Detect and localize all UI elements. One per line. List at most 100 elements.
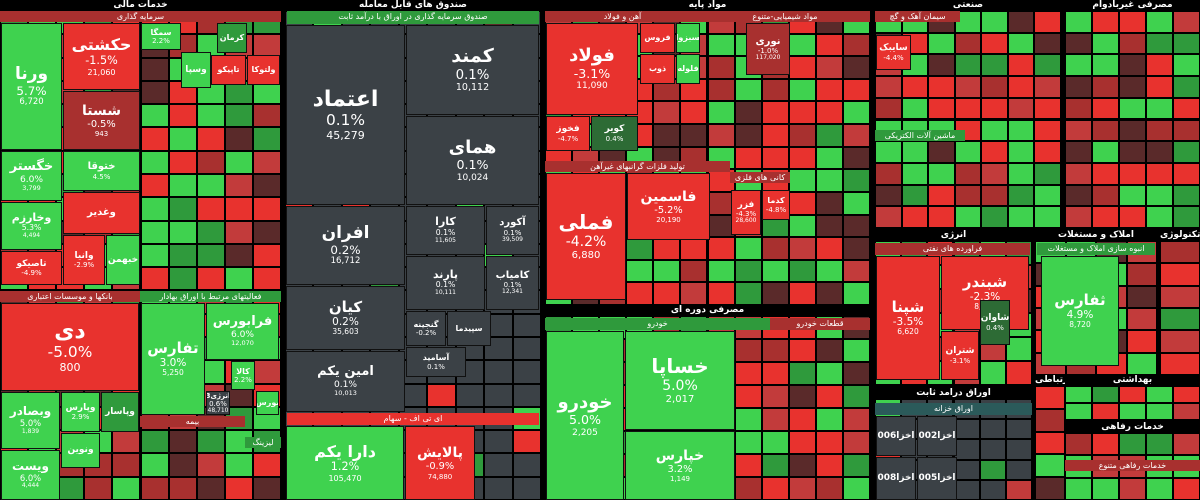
- filler-cell: [815, 259, 843, 283]
- filler-cell: [979, 361, 1006, 385]
- filler-cell: [168, 220, 197, 244]
- stock-volume: 2,017: [665, 394, 695, 406]
- stock-volume: 6,720: [19, 97, 44, 108]
- filler-cell: [815, 33, 843, 57]
- stock-tile: ورنا 5.7% 6,720: [1, 23, 62, 150]
- stock-tile: کویر 0.4%: [591, 116, 638, 151]
- filler-cell: [224, 104, 253, 128]
- stock-volume: 21,060: [87, 67, 116, 77]
- stock-volume: 16,712: [330, 256, 361, 267]
- filler-cell: [512, 430, 541, 454]
- filler-cell: [1119, 184, 1146, 207]
- stock-name: کامیاب: [495, 269, 530, 281]
- stock-name: اخزا002: [918, 430, 956, 441]
- filler-cell: [761, 339, 789, 362]
- filler-cell: [1065, 76, 1092, 98]
- stock-name: اعتماد: [312, 87, 379, 113]
- filler-cell: [1034, 97, 1061, 120]
- filler-cell: [815, 191, 843, 215]
- filler-cell: [788, 339, 816, 362]
- stock-volume: 5,250: [162, 368, 184, 378]
- stock-tile: بورس: [256, 391, 279, 415]
- filler-cell: [788, 282, 816, 305]
- filler-cell: [1007, 32, 1035, 55]
- stock-name: خبهمن: [107, 254, 139, 265]
- sector-title: اوراق درآمد ثابت: [875, 388, 1032, 399]
- filler-cell: [842, 339, 870, 362]
- stock-tile: فسبزوار: [676, 23, 700, 53]
- filler-cell: [224, 197, 253, 221]
- filler-cell: [1092, 433, 1119, 456]
- stock-tile: سمگا 2.2%: [141, 23, 181, 50]
- group-title: فراورده های نفتی: [875, 243, 1030, 255]
- filler-cell: [1173, 403, 1200, 420]
- filler-cell: [1065, 32, 1092, 55]
- filler-cell: [981, 184, 1008, 207]
- stock-name: دی: [54, 319, 86, 345]
- group-title: سرمایه گذاری: [0, 11, 281, 22]
- filler-cell: [168, 127, 197, 151]
- stock-name: انرژی3: [206, 391, 230, 400]
- stock-tile: ثفارس 4.9% 8,720: [1041, 256, 1119, 366]
- stock-tile: کدما -4.8%: [762, 190, 790, 220]
- filler-cell: [680, 282, 708, 305]
- filler-cell: [84, 476, 113, 500]
- stock-change: 3.0%: [159, 357, 187, 370]
- stock-name: کمند: [451, 44, 494, 67]
- stock-tile: اخزا006: [876, 416, 916, 456]
- filler-cell: [981, 206, 1008, 228]
- stock-volume: 48,710: [207, 406, 229, 414]
- filler-cell: [1007, 54, 1035, 77]
- filler-cell: [1126, 330, 1157, 353]
- stock-tile: وغدیر: [63, 192, 140, 234]
- stock-change: -2.9%: [73, 261, 95, 270]
- stock-volume: 10,024: [456, 172, 489, 183]
- filler-cell: [1173, 11, 1200, 33]
- stock-change: 4.5%: [92, 172, 111, 181]
- filler-cell: [168, 174, 197, 198]
- filler-cell: [981, 97, 1008, 120]
- stock-change: 0.1%: [503, 281, 522, 290]
- filler-cell: [1119, 119, 1146, 142]
- stock-tile: کرمان: [217, 23, 247, 53]
- stock-volume: 4,444: [21, 482, 40, 490]
- filler-cell: [196, 267, 225, 291]
- stock-tile: امین یکم 0.1% 10,013: [286, 351, 405, 412]
- stock-tile: پارند 0.1% 10,111: [406, 256, 485, 310]
- stock-volume: 6,620: [897, 327, 919, 337]
- filler-cell: [761, 282, 789, 305]
- filler-cell: [842, 56, 870, 79]
- stock-change: 5.0%: [662, 378, 698, 395]
- filler-cell: [1146, 433, 1173, 456]
- group-title: ای تی اف - سهام: [287, 413, 539, 425]
- filler-cell: [734, 385, 762, 408]
- stock-tile: فلوله: [676, 54, 700, 84]
- filler-cell: [815, 56, 843, 79]
- filler-cell: [761, 124, 789, 147]
- filler-cell: [653, 124, 681, 147]
- filler-cell: [1160, 285, 1200, 308]
- filler-cell: [815, 477, 843, 500]
- stock-name: شستا: [82, 102, 121, 119]
- filler-cell: [140, 430, 169, 454]
- filler-cell: [1065, 184, 1092, 207]
- stock-change: 2.2%: [152, 37, 170, 46]
- stock-name: فاسمین: [640, 188, 697, 205]
- group-title: تولید فلزات گرانبهای غیرآهن: [545, 161, 730, 172]
- filler-cell: [224, 220, 253, 244]
- stock-tile: ویست 6.0% 4,444: [1, 450, 60, 500]
- filler-cell: [875, 141, 902, 163]
- stock-tile: انرژی3 0.6% 48,710: [206, 391, 230, 415]
- stock-name: خودرو: [557, 391, 613, 413]
- filler-cell: [512, 453, 541, 477]
- stock-name: فلوله: [677, 64, 699, 74]
- filler-cell: [928, 76, 955, 98]
- filler-cell: [1065, 206, 1092, 228]
- filler-cell: [224, 267, 253, 291]
- stock-change: 0.2%: [330, 242, 361, 257]
- filler-cell: [981, 11, 1008, 33]
- stock-name: فروس: [644, 33, 671, 43]
- filler-cell: [1007, 11, 1035, 33]
- stock-name: حکشتی: [71, 35, 132, 55]
- stock-change: 0.1%: [435, 227, 456, 237]
